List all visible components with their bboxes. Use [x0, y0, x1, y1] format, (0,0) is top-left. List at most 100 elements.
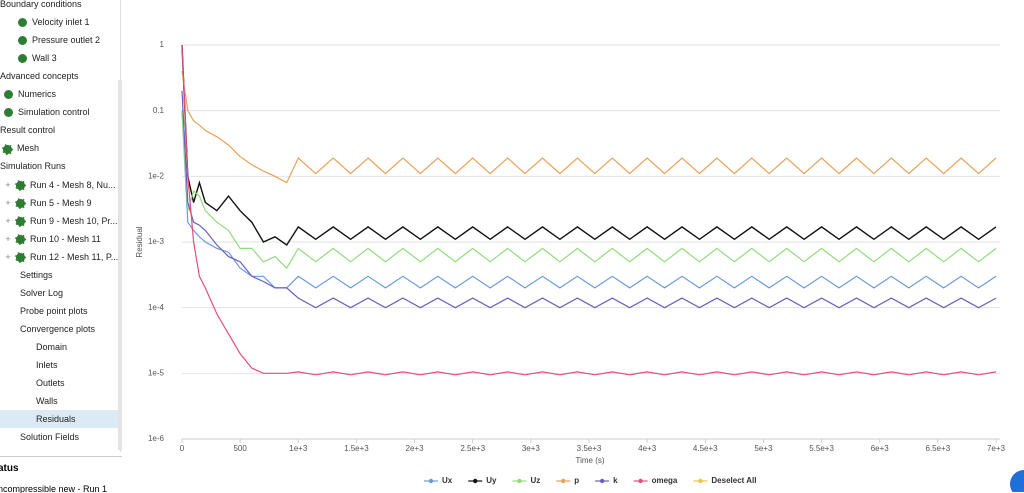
x-axis-label: Time (s): [575, 456, 604, 465]
sidebar-label: Run 12 - Mesh 11, P...: [30, 251, 119, 262]
sidebar-item[interactable]: Wall 3: [0, 49, 120, 67]
x-tick-label: 2e+3: [406, 444, 425, 453]
sidebar-label: Run 10 - Mesh 11: [30, 233, 101, 244]
expander[interactable]: +: [5, 197, 11, 208]
expander[interactable]: +: [5, 215, 11, 226]
y-tick-label: 0.1: [153, 106, 165, 115]
x-tick-label: 3e+3: [522, 444, 541, 453]
expander[interactable]: +: [5, 233, 11, 244]
expander[interactable]: +: [5, 251, 11, 262]
legend-label[interactable]: Deselect All: [711, 476, 756, 485]
sidebar-label: Simulation Runs: [0, 161, 66, 172]
series-line: [181, 44, 997, 376]
sidebar-label: Probe point plots: [20, 305, 88, 316]
legend-label[interactable]: Ux: [442, 476, 453, 485]
sidebar-item[interactable]: Velocity inlet 1: [0, 13, 120, 31]
sidebar-label: Settings: [20, 269, 53, 280]
sidebar-item[interactable]: Domain: [0, 338, 120, 356]
legend-dot: [698, 478, 703, 484]
sidebar-label: Mesh: [17, 143, 40, 154]
status-item[interactable]: ncompressible new - Run 1: [0, 484, 108, 493]
sidebar-item[interactable]: + Run 5 - Mesh 9: [0, 194, 120, 212]
x-tick-label: 4e+3: [638, 444, 657, 453]
sidebar-label: Residuals: [36, 414, 76, 425]
sidebar-item[interactable]: Solution Fields: [0, 428, 120, 446]
sidebar-item[interactable]: Advanced concepts: [0, 67, 120, 85]
sidebar-label: Advanced concepts: [0, 71, 79, 82]
sidebar-item[interactable]: Simulation control: [0, 103, 120, 121]
x-tick-label: 7e+3: [987, 444, 1006, 453]
legend-label[interactable]: p: [574, 476, 579, 485]
scrollbar[interactable]: [118, 80, 122, 450]
legend-dot: [428, 478, 434, 484]
y-tick-label: 1: [160, 40, 165, 49]
y-tick-label: 1e-2: [148, 171, 165, 180]
series-line: [181, 44, 997, 246]
sidebar-item[interactable]: Walls: [0, 392, 120, 410]
sidebar-item[interactable]: Settings: [0, 266, 120, 284]
sidebar-item[interactable]: Probe point plots: [0, 302, 120, 320]
x-tick-label: 5e+3: [754, 444, 773, 453]
sidebar-label: Walls: [36, 396, 58, 407]
legend-label[interactable]: Uz: [530, 476, 540, 485]
sidebar-item[interactable]: Inlets: [0, 356, 120, 374]
x-tick-label: 1.5e+3: [344, 444, 369, 453]
x-tick-label: 5.5e+3: [809, 444, 834, 453]
x-tick-label: 6.5e+3: [926, 444, 951, 453]
sidebar-item[interactable]: Boundary conditions: [0, 0, 120, 13]
x-tick-label: 6e+3: [871, 444, 890, 453]
legend-dot: [638, 478, 643, 484]
sidebar-label: Run 9 - Mesh 10, Pr...: [30, 215, 118, 226]
sidebar-item[interactable]: Residuals: [0, 410, 120, 429]
x-tick-label: 1e+3: [289, 444, 308, 453]
y-tick-label: 1e-3: [148, 237, 165, 246]
x-tick-label: 2.5e+3: [460, 444, 485, 453]
series-line: [181, 90, 997, 309]
series-line: [181, 110, 997, 270]
sidebar-item[interactable]: Simulation Runs: [0, 157, 120, 175]
help-button[interactable]: [1010, 470, 1024, 492]
sidebar-item[interactable]: Pressure outlet 2: [0, 31, 120, 49]
sidebar-label: Numerics: [18, 89, 57, 100]
status-panel: atus ncompressible new - Run 1: [0, 456, 122, 493]
sidebar-item[interactable]: Convergence plots: [0, 320, 120, 338]
sidebar-label: Run 4 - Mesh 8, Nu...: [30, 179, 116, 190]
series-line: [181, 71, 997, 184]
sidebar-item[interactable]: + Run 9 - Mesh 10, Pr...: [0, 212, 120, 230]
chart: Residual Time (s) 1 0.1 1e-2 1e-3 1e-4 1e-5 1e…: [135, 40, 1024, 492]
sidebar-label: Domain: [36, 341, 68, 352]
y-tick-label: 1e-6: [148, 434, 165, 443]
sidebar-label: Pressure outlet 2: [32, 35, 101, 46]
sidebar-label: Convergence plots: [20, 323, 96, 334]
sidebar-item[interactable]: Mesh: [0, 139, 120, 157]
sidebar-label: Solver Log: [20, 287, 64, 298]
x-tick-label: 500: [233, 444, 247, 453]
legend-label[interactable]: omega: [652, 476, 678, 485]
legend-label[interactable]: Uy: [486, 476, 497, 485]
sidebar-label: Wall 3: [32, 53, 57, 64]
sidebar-item[interactable]: Outlets: [0, 374, 120, 392]
sidebar-item[interactable]: + Run 10 - Mesh 11: [0, 230, 120, 248]
x-tick-label: 0: [180, 444, 185, 453]
legend-dot: [473, 478, 478, 484]
sidebar-item[interactable]: + Run 4 - Mesh 8, Nu...: [0, 176, 120, 194]
sidebar-item[interactable]: Result control: [0, 121, 120, 139]
legend-dot: [517, 478, 522, 484]
sidebar-item[interactable]: Numerics: [0, 85, 120, 103]
status-header: atus: [0, 463, 19, 474]
sidebar-item[interactable]: + Run 12 - Mesh 11, P...: [0, 248, 120, 266]
x-tick-label: 4.5e+3: [693, 444, 718, 453]
series-line: [181, 110, 997, 289]
sidebar-label: Outlets: [36, 378, 65, 389]
sidebar-label: Inlets: [36, 360, 58, 370]
legend-dot: [599, 478, 605, 484]
sidebar-item[interactable]: Solver Log: [0, 284, 120, 302]
sidebar-label: Result control: [0, 125, 56, 136]
sidebar-label: Simulation control: [18, 107, 90, 118]
legend-dot: [561, 478, 566, 484]
sidebar-label: Solution Fields: [20, 432, 80, 443]
sidebar-label: Velocity inlet 1: [32, 17, 90, 28]
expander[interactable]: +: [5, 179, 11, 190]
legend-label[interactable]: k: [613, 476, 618, 485]
